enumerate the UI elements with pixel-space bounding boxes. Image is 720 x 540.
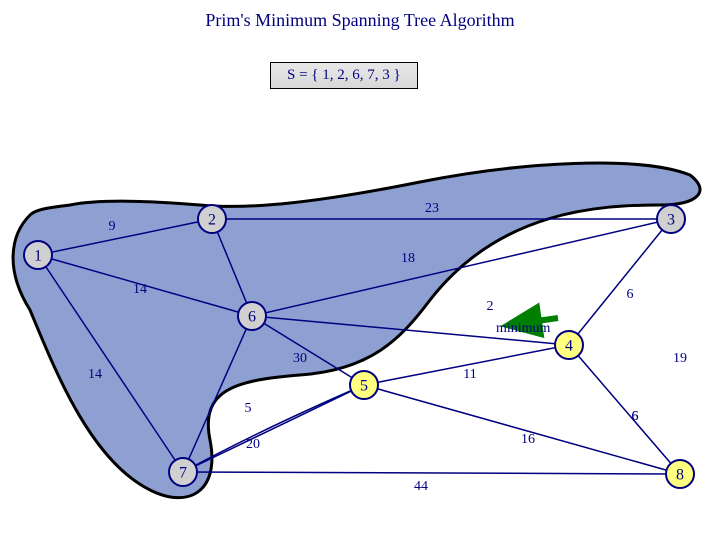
edge-weight: 9 [109,219,116,234]
edge-weight: 23 [425,201,439,216]
graph-canvas: 12345678 92314182306111914544162066minim… [0,0,720,540]
edge-weight: 14 [133,282,147,297]
node-label-4: 4 [565,338,573,355]
edge-weight: 2 [487,299,494,314]
edge-weight: 19 [673,351,687,366]
edge-weight: 5 [245,401,252,416]
node-label-3: 3 [667,212,675,229]
edge-weight: 16 [521,432,535,447]
minimum-label: minimum [496,321,551,336]
visited-blob [13,163,700,498]
edge-weight: 11 [463,367,476,382]
node-label-5: 5 [360,378,368,395]
edge-7-8 [183,472,680,474]
node-label-8: 8 [676,467,684,484]
edge-5-8 [364,385,680,474]
node-label-7: 7 [179,465,187,482]
node-label-2: 2 [208,212,216,229]
edge-weight: 6 [627,287,634,302]
edge-weight: 18 [401,251,415,266]
edge-weight: 30 [293,351,307,366]
edge-weight: 6 [632,409,639,424]
edge-4-8 [569,345,680,474]
node-label-6: 6 [248,309,256,326]
edge-weight: 14 [88,367,102,382]
edge-weight: 20 [246,437,260,452]
node-label-1: 1 [34,248,42,265]
edge-weight: 44 [414,479,428,494]
edge-3-4 [569,219,671,345]
